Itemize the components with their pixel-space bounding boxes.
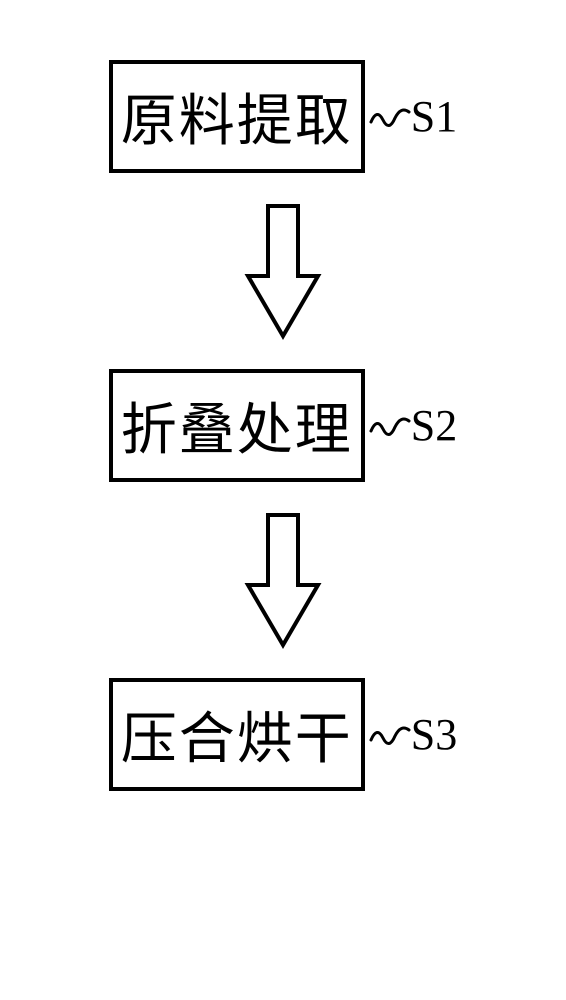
step-1-label-group: S1 <box>369 91 457 142</box>
step-3-wrapper: 压合烘干 S3 <box>109 678 457 791</box>
step-3-box: 压合烘干 <box>109 678 365 791</box>
step-1-box: 原料提取 <box>109 60 365 173</box>
flowchart-container: 原料提取 S1 折叠处理 S2 压合烘干 <box>109 60 457 791</box>
down-arrow-icon <box>243 510 323 650</box>
step-2-box: 折叠处理 <box>109 369 365 482</box>
squiggle-connector-icon <box>369 720 411 750</box>
squiggle-connector-icon <box>369 102 411 132</box>
step-3-label-group: S3 <box>369 709 457 760</box>
step-3-text: 压合烘干 <box>121 694 353 775</box>
down-arrow-icon <box>243 201 323 341</box>
step-1-wrapper: 原料提取 S1 <box>109 60 457 173</box>
step-2-label-group: S2 <box>369 400 457 451</box>
step-3-label: S3 <box>411 709 457 760</box>
step-1-text: 原料提取 <box>121 76 353 157</box>
step-2-wrapper: 折叠处理 S2 <box>109 369 457 482</box>
arrow-2 <box>243 510 323 650</box>
squiggle-connector-icon <box>369 411 411 441</box>
arrow-1 <box>243 201 323 341</box>
step-1-label: S1 <box>411 91 457 142</box>
step-2-label: S2 <box>411 400 457 451</box>
step-2-text: 折叠处理 <box>121 385 353 466</box>
